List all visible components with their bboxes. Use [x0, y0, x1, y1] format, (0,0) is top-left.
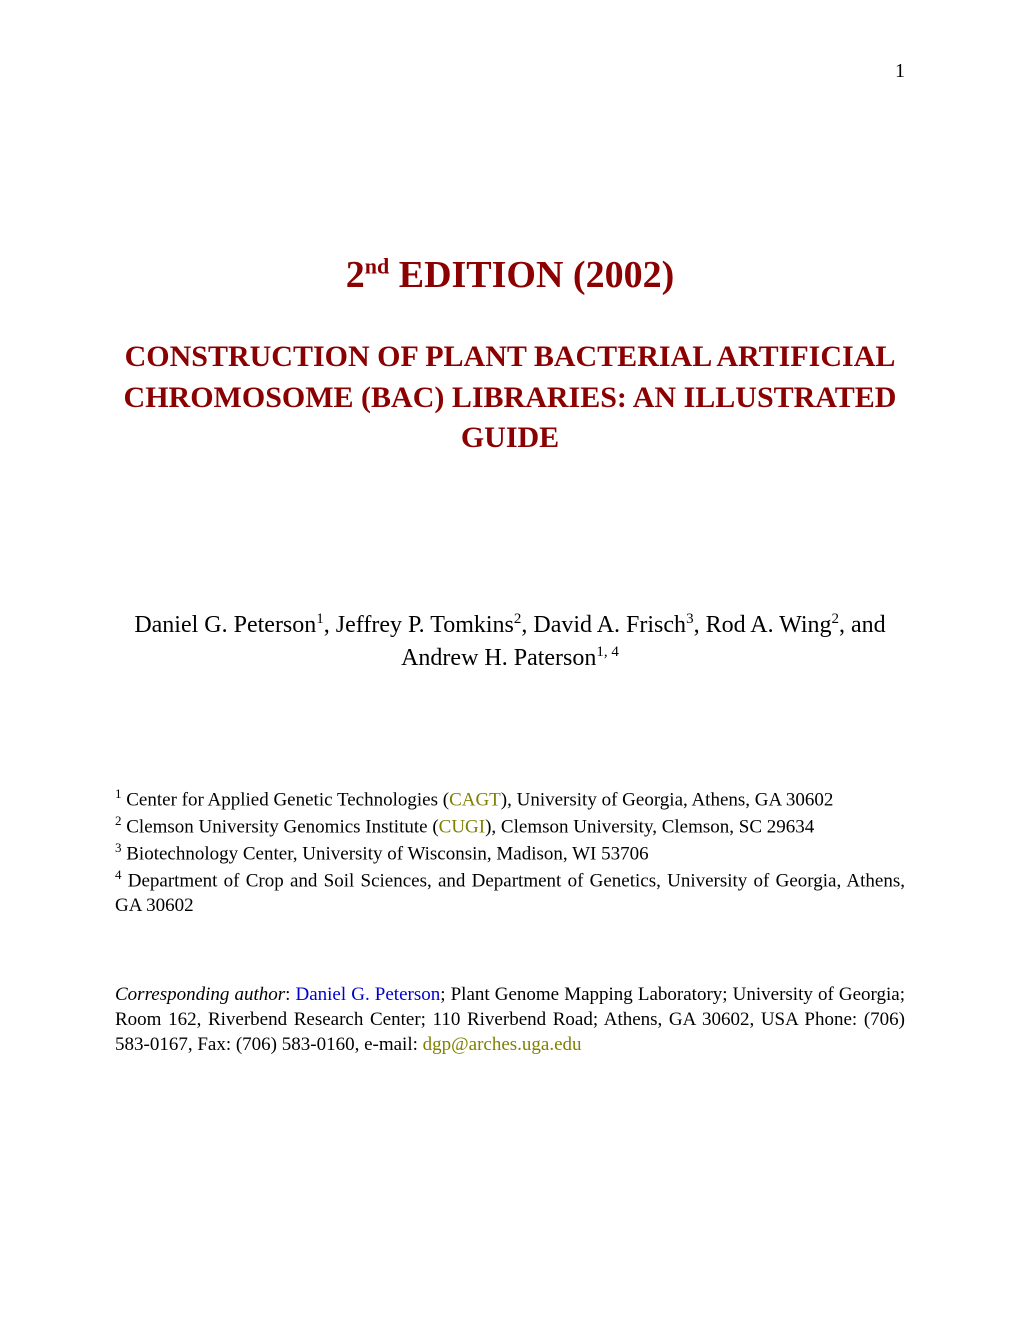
affiliation-link[interactable]: CUGI — [439, 816, 485, 837]
affiliations-block: 1 Center for Applied Genetic Technologie… — [115, 786, 905, 919]
affiliation-text: Biotechnology Center, University of Wisc… — [122, 843, 649, 864]
affiliation-text: Department of Crop and Soil Sciences, an… — [115, 870, 905, 916]
author-name: , Jeffrey P. Tomkins — [324, 612, 514, 638]
affiliation-entry: 1 Center for Applied Genetic Technologie… — [115, 786, 905, 813]
author-affiliation-ref: 1 — [316, 611, 324, 627]
edition-prefix: 2 — [346, 254, 365, 296]
affiliation-entry: 4 Department of Crop and Soil Sciences, … — [115, 867, 905, 919]
corresponding-label: Corresponding author — [115, 984, 285, 1005]
affiliation-link[interactable]: CAGT — [449, 789, 501, 810]
edition-suffix: EDITION (2002) — [389, 254, 674, 296]
corresponding-author-block: Corresponding author: Daniel G. Peterson… — [115, 983, 905, 1057]
edition-title: 2nd EDITION (2002) — [115, 253, 905, 297]
affiliation-text: ), University of Georgia, Athens, GA 306… — [501, 789, 834, 810]
author-affiliation-ref: 3 — [686, 611, 694, 627]
author-name: , Rod A. Wing — [694, 612, 832, 638]
author-affiliation-ref: 2 — [832, 611, 840, 627]
affiliation-text: ), Clemson University, Clemson, SC 29634 — [485, 816, 814, 837]
corresponding-email[interactable]: dgp@arches.uga.edu — [423, 1034, 582, 1055]
separator: : — [285, 984, 295, 1005]
main-title: CONSTRUCTION OF PLANT BACTERIAL ARTIFICI… — [115, 337, 905, 459]
corresponding-author-name[interactable]: Daniel G. Peterson — [296, 984, 441, 1005]
edition-superscript: nd — [365, 253, 389, 278]
author-name: , David A. Frisch — [521, 612, 686, 638]
affiliation-entry: 2 Clemson University Genomics Institute … — [115, 813, 905, 840]
author-affiliation-ref: 1, 4 — [596, 644, 619, 660]
affiliation-entry: 3 Biotechnology Center, University of Wi… — [115, 840, 905, 867]
author-name: Daniel G. Peterson — [134, 612, 316, 638]
document-page: 1 2nd EDITION (2002) CONSTRUCTION OF PLA… — [0, 0, 1020, 1118]
affiliation-text: Center for Applied Genetic Technologies … — [122, 789, 450, 810]
page-number: 1 — [115, 60, 905, 83]
authors-list: Daniel G. Peterson1, Jeffrey P. Tomkins 2… — [115, 609, 905, 676]
affiliation-text: Clemson University Genomics Institute ( — [122, 816, 439, 837]
